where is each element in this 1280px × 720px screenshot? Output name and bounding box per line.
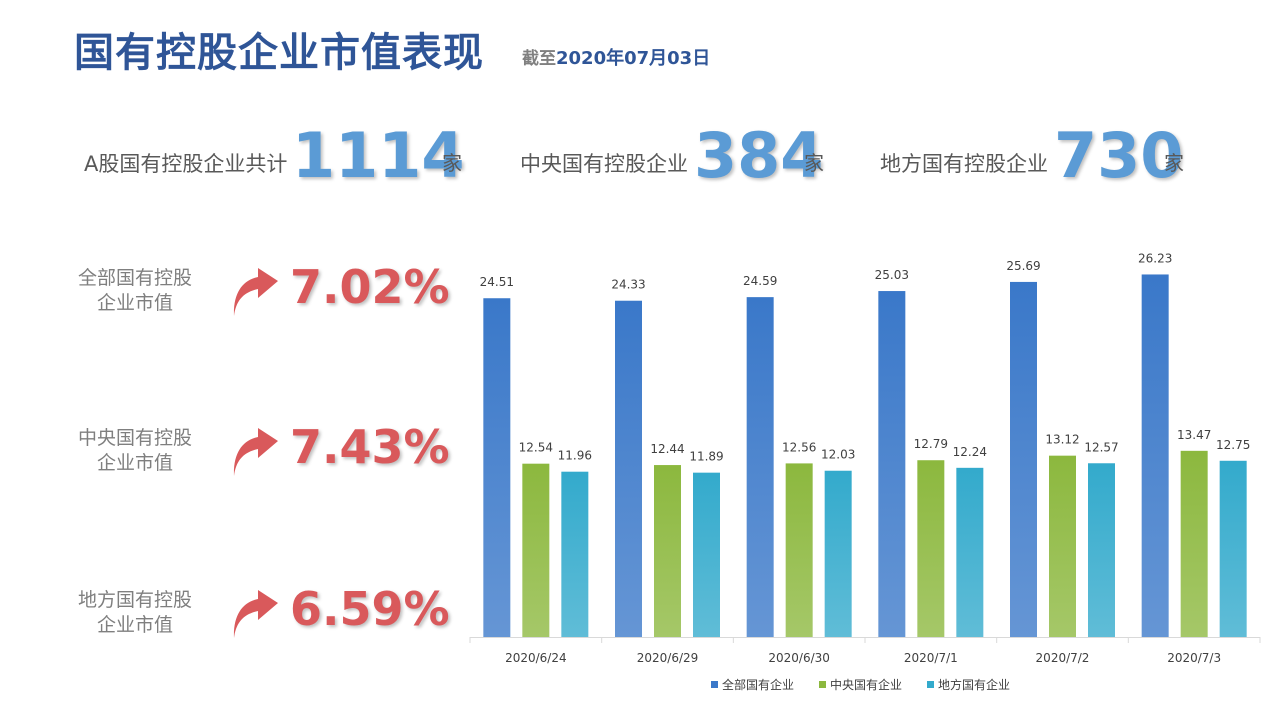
bar-3 (1219, 460, 1247, 637)
bar-3 (561, 471, 589, 637)
stat-number: 1114 (292, 119, 465, 192)
bar-3 (1088, 463, 1115, 637)
data-label: 11.89 (689, 450, 723, 464)
bar-1 (746, 297, 774, 637)
bar-3 (956, 467, 984, 637)
bar-1 (1141, 274, 1169, 637)
market-value-bar-chart: 24.51 12.54 11.96 2020/6/24 24.33 12.44 11.89 2… (469, 251, 1261, 692)
legend-label: 地方国有企业 (938, 677, 1010, 692)
data-label: 24.59 (743, 274, 777, 288)
x-tick-label: 2020/6/29 (637, 651, 699, 665)
data-label: 25.03 (875, 268, 909, 282)
stat-unit: 家 (1164, 151, 1184, 175)
subtitle-date: 2020年07月03日 (556, 48, 711, 69)
metric-all: 全部国有控股 企业市值 7.02% (60, 258, 460, 328)
legend-label: 全部国有企业 (722, 677, 794, 692)
stat-central: 中央国有控股企业 384 家 (520, 118, 840, 198)
up-arrow-icon (233, 590, 278, 638)
data-label: 13.12 (1045, 433, 1079, 447)
page-title: 国有控股企业市值表现 (74, 30, 484, 76)
x-tick-label: 2020/7/3 (1167, 651, 1221, 665)
stat-number: 730 (1054, 119, 1184, 192)
metric-local: 地方国有控股 企业市值 6.59% (60, 580, 460, 650)
page-subtitle: 截至2020年07月03日 (522, 44, 710, 70)
data-label: 12.03 (821, 448, 855, 462)
data-label: 12.24 (953, 445, 987, 459)
stat-label: A股国有控股企业共计 (84, 152, 288, 176)
bar-1 (878, 291, 906, 637)
metric-label: 中央国有控股 企业市值 (77, 427, 192, 474)
stat-unit: 家 (442, 151, 462, 175)
bar-1 (615, 300, 642, 637)
data-label: 12.79 (914, 437, 948, 451)
legend-swatch (819, 681, 826, 688)
bar-2 (917, 460, 945, 637)
metric-label: 全部国有控股 企业市值 (77, 267, 192, 314)
metric-label: 地方国有控股 企业市值 (77, 589, 192, 636)
bar-3 (693, 472, 720, 637)
metric-value: 6.59% (290, 582, 450, 636)
data-label: 12.54 (519, 441, 553, 455)
stat-unit: 家 (804, 151, 824, 175)
bar-1 (1010, 281, 1037, 637)
legend-label: 中央国有企业 (830, 677, 902, 692)
data-label: 11.96 (558, 449, 592, 463)
metric-value: 7.43% (290, 420, 450, 474)
data-label: 12.57 (1084, 440, 1118, 454)
bar-1 (483, 298, 511, 637)
data-label: 24.51 (480, 275, 514, 289)
data-label: 12.44 (650, 442, 684, 456)
data-label: 12.56 (782, 440, 816, 454)
bar-2 (785, 463, 813, 637)
data-label: 12.75 (1216, 438, 1250, 452)
stat-local: 地方国有控股企业 730 家 (880, 118, 1200, 198)
x-tick-label: 2020/6/30 (768, 651, 830, 665)
data-label: 25.69 (1006, 259, 1040, 273)
up-arrow-icon (233, 428, 278, 476)
x-tick-label: 2020/6/24 (505, 651, 567, 665)
legend-swatch (711, 681, 718, 688)
legend-swatch (927, 681, 934, 688)
metric-central: 中央国有控股 企业市值 7.43% (60, 418, 460, 488)
stat-number: 384 (694, 119, 824, 192)
bar-3 (824, 470, 852, 637)
data-label: 26.23 (1138, 251, 1172, 265)
stat-total: A股国有控股企业共计 1114 家 (84, 118, 474, 198)
bar-2 (1180, 450, 1208, 637)
x-tick-label: 2020/7/2 (1036, 651, 1090, 665)
bar-2 (1049, 455, 1076, 637)
x-tick-label: 2020/7/1 (904, 651, 958, 665)
bar-2 (522, 463, 550, 637)
up-arrow-icon (233, 268, 278, 316)
subtitle-prefix: 截至 (522, 49, 556, 69)
data-label: 24.33 (611, 278, 645, 292)
stat-label: 地方国有控股企业 (880, 152, 1048, 176)
stat-label: 中央国有控股企业 (520, 152, 688, 176)
metric-value: 7.02% (290, 260, 450, 314)
bar-2 (654, 465, 681, 637)
data-label: 13.47 (1177, 428, 1211, 442)
